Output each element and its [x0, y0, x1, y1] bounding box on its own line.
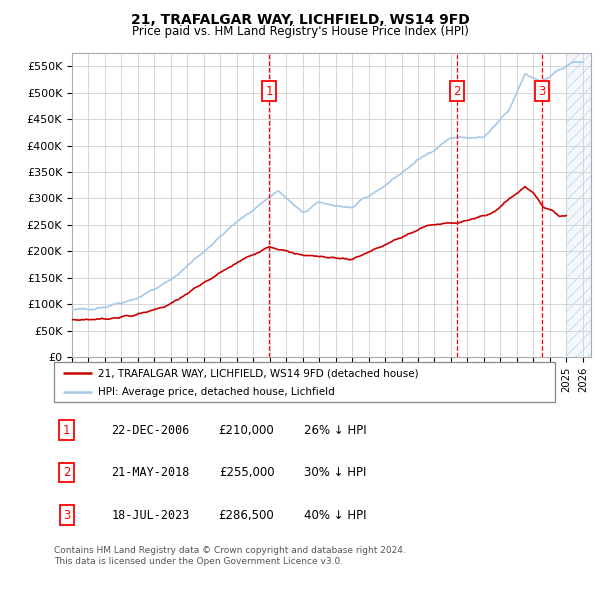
Text: 1: 1 [265, 84, 273, 97]
Text: 18-JUL-2023: 18-JUL-2023 [112, 509, 190, 522]
Text: 3: 3 [539, 84, 546, 97]
Text: 2: 2 [63, 466, 70, 479]
Text: 26% ↓ HPI: 26% ↓ HPI [305, 424, 367, 437]
Text: 30% ↓ HPI: 30% ↓ HPI [305, 466, 367, 479]
Text: 3: 3 [63, 509, 70, 522]
Text: Contains HM Land Registry data © Crown copyright and database right 2024.: Contains HM Land Registry data © Crown c… [54, 546, 406, 555]
Text: £210,000: £210,000 [218, 424, 274, 437]
Text: £255,000: £255,000 [219, 466, 274, 479]
Text: 21, TRAFALGAR WAY, LICHFIELD, WS14 9FD: 21, TRAFALGAR WAY, LICHFIELD, WS14 9FD [131, 13, 469, 27]
Text: Price paid vs. HM Land Registry's House Price Index (HPI): Price paid vs. HM Land Registry's House … [131, 25, 469, 38]
Text: 21, TRAFALGAR WAY, LICHFIELD, WS14 9FD (detached house): 21, TRAFALGAR WAY, LICHFIELD, WS14 9FD (… [98, 369, 419, 379]
Text: This data is licensed under the Open Government Licence v3.0.: This data is licensed under the Open Gov… [54, 557, 343, 566]
Text: 2: 2 [454, 84, 461, 97]
Bar [566, 53, 591, 357]
Text: £286,500: £286,500 [218, 509, 274, 522]
Text: 21-MAY-2018: 21-MAY-2018 [112, 466, 190, 479]
Bar [566, 53, 591, 357]
Text: HPI: Average price, detached house, Lichfield: HPI: Average price, detached house, Lich… [98, 388, 335, 397]
Text: 22-DEC-2006: 22-DEC-2006 [112, 424, 190, 437]
Text: 1: 1 [63, 424, 70, 437]
Text: 40% ↓ HPI: 40% ↓ HPI [305, 509, 367, 522]
